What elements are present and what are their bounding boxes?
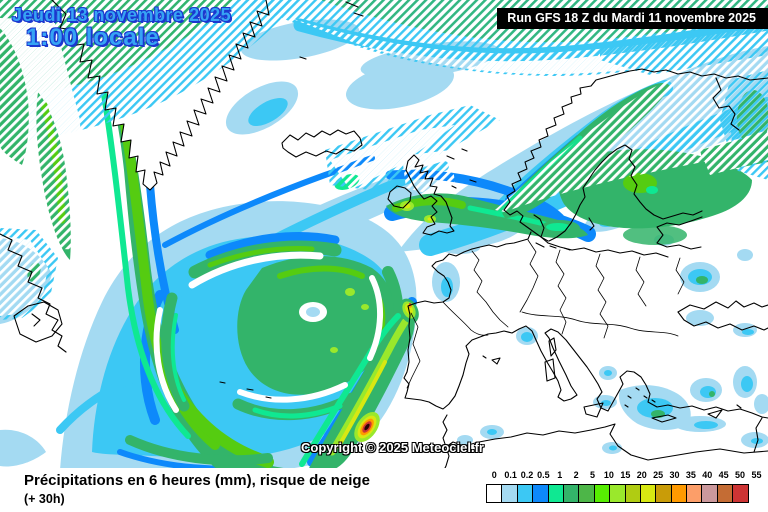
legend-value-label: 10 (603, 470, 614, 480)
legend-color-swatch (547, 484, 564, 503)
storm-white-gaps (153, 251, 383, 413)
legend-value-label: 40 (702, 470, 713, 480)
legend-color-swatch (624, 484, 641, 503)
map-caption: Précipitations en 6 heures (mm), risque … (24, 472, 370, 489)
legend-value-label: 0.5 (537, 470, 550, 480)
legend-swatches (486, 484, 768, 503)
legend-value-label: 0.2 (520, 470, 534, 480)
map-region (0, 0, 768, 470)
forecast-local-time: 1:00 locale (26, 23, 160, 51)
legend-value-label: 2 (573, 470, 579, 480)
legend-color-swatch (486, 484, 503, 503)
legend-labels: 0 0.1 0.2 0.5 1 2 5 10 15 20 25 30 35 40 45 50 55 (486, 470, 768, 484)
legend-color-swatch (593, 484, 611, 503)
legend-color-swatch (501, 484, 518, 503)
legend-value-label: 1 (557, 470, 563, 480)
country-borders (406, 239, 685, 389)
copyright-notice: Copyright © 2025 Meteociel.fr (301, 440, 484, 455)
weather-map-svg (0, 0, 768, 470)
legend-color-swatch (732, 484, 749, 503)
legend-value-label: 25 (653, 470, 664, 480)
legend-value-label: 15 (620, 470, 631, 480)
legend-value-label: 20 (636, 470, 647, 480)
forecast-lead-time: (+ 30h) (24, 492, 65, 506)
legend-value-label: 45 (718, 470, 729, 480)
legend-value-label: 5 (590, 470, 596, 480)
legend-value-label: 50 (735, 470, 746, 480)
coastlines (0, 0, 768, 470)
intense-precip-cell (354, 201, 436, 443)
legend-color-swatch (639, 484, 657, 503)
model-run-info: Run GFS 18 Z du Mardi 11 novembre 2025 (497, 8, 768, 29)
legend-value-label: 0 (491, 470, 497, 480)
legend-value-label: 35 (685, 470, 696, 480)
legend-color-swatch (686, 484, 703, 503)
legend-color-swatch (516, 484, 534, 503)
forecast-datetime: Jeudi 13 novembre 2025 1:00 locale (12, 6, 231, 50)
footer-bar: Précipitations en 6 heures (mm), risque … (0, 468, 768, 512)
precipitation-legend: 0 0.1 0.2 0.5 1 2 5 10 15 20 25 30 35 40 45 50 55 (486, 470, 768, 503)
legend-color-swatch (532, 484, 549, 503)
forecast-date: Jeudi 13 novembre 2025 (12, 5, 232, 25)
legend-color-swatch (562, 484, 580, 503)
legend-color-swatch (578, 484, 595, 503)
legend-value-label: 55 (751, 470, 762, 480)
legend-color-swatch (716, 484, 734, 503)
legend-color-swatch (670, 484, 688, 503)
legend-color-swatch (609, 484, 626, 503)
legend-color-swatch (701, 484, 718, 503)
legend-value-label: 0.1 (504, 470, 517, 480)
legend-color-swatch (655, 484, 672, 503)
legend-value-label: 30 (669, 470, 680, 480)
